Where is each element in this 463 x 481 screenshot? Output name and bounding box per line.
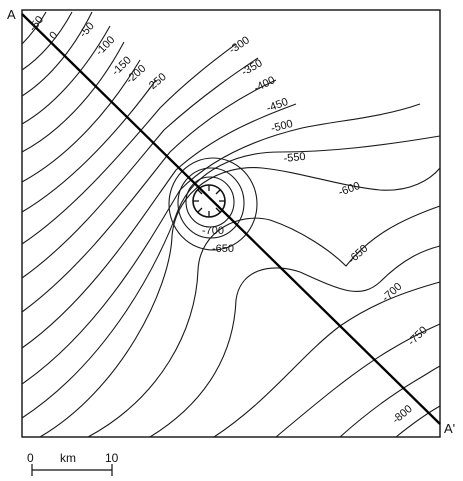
contour-label: -700 — [380, 281, 404, 305]
contour-line — [21, 103, 421, 385]
contour-line — [21, 103, 297, 349]
endpoint-label-start: A — [7, 7, 16, 22]
contour-line — [21, 11, 47, 45]
contour-label: -100 — [94, 34, 118, 58]
contour-label: -600 — [337, 180, 362, 199]
contour-line — [395, 405, 441, 438]
contour-line — [149, 245, 441, 438]
contour-label: -450 — [265, 96, 290, 115]
contour-line — [21, 59, 141, 183]
scale-bar: 0 km 10 — [27, 451, 119, 476]
contour-line — [21, 135, 441, 419]
contour-line — [21, 79, 277, 313]
contour-label: -250 — [144, 71, 169, 94]
endpoint-label-end: A' — [444, 421, 455, 436]
scale-unit-label: km — [60, 451, 76, 465]
contour-line — [39, 167, 441, 438]
contour-label: -650 — [212, 243, 234, 255]
scale-end-label: 10 — [105, 451, 119, 465]
scale-start-label: 0 — [27, 451, 34, 465]
contour-line — [21, 57, 259, 279]
contour-line — [21, 79, 157, 213]
contour-label: -650 — [346, 243, 370, 267]
contour-line — [21, 11, 73, 71]
contour-label: -750 — [406, 324, 430, 348]
contour-line — [213, 281, 441, 438]
contour-label: -300 — [227, 34, 252, 56]
contour-line — [21, 11, 93, 97]
contour-label: -400 — [252, 74, 277, 94]
contour-line — [21, 43, 237, 245]
contour-line — [87, 205, 441, 438]
depression-contour — [168, 157, 258, 251]
contour-lines — [21, 11, 441, 438]
contour-label: -500 — [270, 118, 294, 135]
contour-line — [21, 41, 125, 153]
contour-label: -350 — [240, 57, 265, 78]
contour-line — [275, 323, 441, 438]
depression-contour — [177, 167, 245, 239]
contour-label: -50 — [77, 20, 97, 40]
contour-label: -700 — [202, 225, 224, 237]
depression-contour — [185, 176, 235, 228]
contour-line — [21, 25, 111, 125]
profile-line — [21, 13, 441, 425]
contour-label: -550 — [283, 151, 306, 165]
map-frame — [21, 9, 441, 438]
crater-symbol — [192, 184, 226, 218]
contour-label: -800 — [390, 403, 415, 426]
contour-line — [339, 365, 441, 438]
